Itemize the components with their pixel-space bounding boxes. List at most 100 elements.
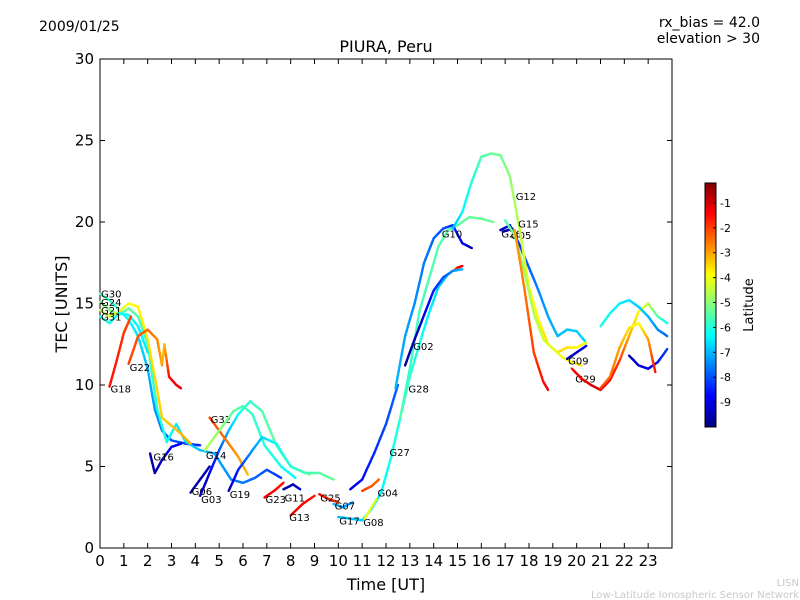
trace-segment — [523, 256, 527, 269]
trace-segment — [524, 296, 529, 311]
series-G21: G21 — [98, 302, 192, 445]
series-label: G08 — [363, 518, 383, 529]
x-tick-label: 21 — [591, 552, 610, 570]
plot-area — [99, 58, 673, 549]
x-tick-label: 1 — [119, 552, 129, 570]
footer-org-short: LISN — [777, 578, 799, 589]
trace-segment — [664, 320, 669, 325]
series-trace-31 — [599, 299, 669, 338]
series-label: G26 — [501, 229, 521, 240]
series-label: G14 — [206, 451, 226, 462]
trace-segment — [527, 290, 532, 301]
trace-segment — [523, 286, 527, 300]
series-label: G09 — [568, 357, 588, 368]
trace-segment — [400, 343, 405, 355]
x-tick-label: 3 — [167, 552, 177, 570]
series-label: G13 — [289, 513, 309, 524]
series-G31: G31 — [98, 312, 149, 354]
trace-segment — [394, 378, 399, 390]
trace-segment — [349, 501, 354, 505]
trace-segment — [519, 267, 524, 279]
series-label: G03 — [201, 495, 221, 506]
series-trace-33 — [599, 321, 657, 390]
colorbar-tick-label: -9 — [720, 396, 731, 409]
trace-segment — [652, 365, 657, 374]
series-G28: G28 — [399, 264, 464, 419]
trace-segment — [516, 247, 521, 260]
tick-layer: 0 1 2 3 4 5 6 7 8 9 10 11 12 13 14 15 16 17 18 19 20 21 22 2305… — [75, 50, 672, 570]
series-label: G23 — [266, 495, 286, 506]
trace-segment — [515, 238, 520, 251]
series-label: G15 — [518, 220, 538, 231]
trace-segment — [513, 201, 518, 213]
trace-segment — [178, 386, 183, 390]
series-label: G04 — [378, 489, 398, 500]
y-axis-label: TEC [UNITS] — [52, 256, 71, 354]
series-label: G02 — [413, 342, 433, 353]
trace-segment — [508, 175, 513, 187]
trace-segment — [510, 183, 515, 195]
series-G02: G02 — [403, 268, 464, 367]
x-axis-label: Time [UT] — [346, 575, 425, 594]
series-label: G12 — [516, 192, 536, 203]
series-G18: G18 — [108, 315, 133, 395]
trace-segment — [376, 478, 380, 482]
trace-segment — [297, 487, 302, 491]
trace-segment — [244, 470, 250, 476]
trace-segment — [583, 344, 588, 349]
series-label: G32 — [211, 415, 231, 426]
x-tick-label: 13 — [400, 552, 419, 570]
x-tick-label: 4 — [191, 552, 201, 570]
series-G09: G09 — [565, 344, 589, 368]
trace-segment — [515, 209, 520, 222]
x-tick-label: 6 — [238, 552, 248, 570]
trace-segment — [335, 500, 340, 504]
series-G04: G04 — [361, 478, 398, 500]
rx-bias-label: rx_bias = 42.0 — [659, 15, 760, 31]
series-G22: G22 — [127, 328, 183, 390]
y-tick-label: 25 — [75, 132, 94, 150]
trace-segment — [664, 347, 669, 353]
series-label: G25 — [320, 494, 340, 505]
series-label: G28 — [408, 384, 428, 395]
plot-layer: G30G24G21G31G18G22G16G06G03G32G14G19G23G… — [98, 152, 669, 529]
trace-segment — [578, 363, 583, 367]
trace-segment — [518, 257, 523, 270]
trace-segment — [144, 346, 149, 354]
series-G23: G23 — [263, 481, 286, 506]
series-label: G07 — [335, 502, 355, 513]
x-tick-label: 22 — [615, 552, 634, 570]
trace-segment — [151, 375, 156, 389]
colorbar-ticks: -1 -2 -3 -4 -5 -6 -7 -8 -9 — [713, 197, 731, 409]
x-tick-label: 23 — [639, 552, 658, 570]
colorbar-tick-label: -7 — [720, 346, 731, 359]
series-G08: G08 — [363, 497, 384, 529]
trace-segment — [187, 440, 192, 445]
series-label: G27 — [389, 448, 409, 459]
trace-segment — [531, 340, 535, 354]
colorbar-tick-label: -1 — [720, 197, 731, 210]
trace-segment — [402, 334, 407, 346]
x-tick-label: 12 — [376, 552, 395, 570]
trace-segment — [410, 348, 415, 361]
y-tick-label: 20 — [75, 213, 94, 231]
series-label: G21 — [101, 306, 121, 317]
trace-segment — [374, 497, 378, 502]
trace-segment — [529, 329, 534, 343]
series-label: G30 — [101, 290, 121, 301]
x-tick-label: 20 — [567, 552, 586, 570]
trace-segment — [583, 341, 588, 345]
trace-segment — [206, 465, 211, 470]
series-label: G22 — [130, 363, 150, 374]
trace-segment — [531, 305, 535, 315]
series-G11: G11 — [282, 483, 305, 505]
trace-segment — [408, 358, 413, 370]
x-tick-label: 19 — [543, 552, 562, 570]
trace-segment — [148, 353, 153, 368]
x-tick-label: 0 — [95, 552, 105, 570]
series-label: G31 — [101, 313, 121, 324]
trace-segment — [291, 474, 297, 480]
colorbar-tick-label: -8 — [720, 371, 731, 384]
trace-segment — [521, 276, 526, 289]
series-label: G19 — [230, 490, 250, 501]
